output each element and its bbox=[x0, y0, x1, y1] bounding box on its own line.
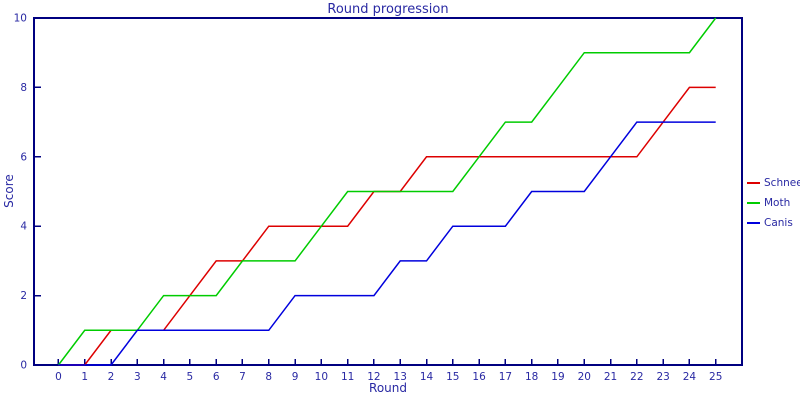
x-tick-label: 21 bbox=[604, 371, 617, 383]
series-line-canis bbox=[58, 121, 716, 366]
x-tick-label: 22 bbox=[630, 371, 643, 383]
x-tick-label: 25 bbox=[709, 371, 722, 383]
legend-item-moth: Moth bbox=[747, 193, 800, 213]
x-tick-label: 15 bbox=[446, 371, 459, 383]
x-tick-label: 24 bbox=[683, 371, 697, 383]
legend-label-schnee: Schnee bbox=[764, 177, 800, 189]
x-tick-label: 9 bbox=[292, 371, 299, 383]
x-tick-label: 17 bbox=[499, 371, 512, 383]
y-tick-label: 6 bbox=[20, 151, 27, 163]
x-tick-label: 1 bbox=[81, 371, 88, 383]
legend-item-schnee: Schnee bbox=[747, 173, 800, 193]
x-tick-label: 6 bbox=[213, 371, 220, 383]
x-tick-label: 3 bbox=[134, 371, 141, 383]
legend-swatch-moth bbox=[747, 202, 760, 204]
x-tick-label: 0 bbox=[55, 371, 62, 383]
x-tick-label: 23 bbox=[656, 371, 669, 383]
y-tick-label: 10 bbox=[14, 13, 27, 25]
y-tick-label: 4 bbox=[20, 221, 27, 233]
x-tick-label: 10 bbox=[315, 371, 328, 383]
chart-title: Round progression bbox=[327, 2, 449, 17]
x-tick-label: 18 bbox=[525, 371, 538, 383]
y-tick-label: 2 bbox=[20, 290, 27, 302]
series-line-moth bbox=[57, 17, 717, 366]
x-tick-label: 20 bbox=[578, 371, 591, 383]
x-tick-label: 7 bbox=[239, 371, 246, 383]
x-tick-label: 13 bbox=[394, 371, 407, 383]
x-tick-label: 11 bbox=[341, 371, 354, 383]
x-tick-label: 5 bbox=[187, 371, 194, 383]
x-tick-label: 8 bbox=[265, 371, 272, 383]
x-tick-label: 2 bbox=[108, 371, 115, 383]
x-tick-label: 16 bbox=[472, 371, 486, 383]
legend: Schnee Moth Canis bbox=[747, 173, 800, 233]
series-line-schnee bbox=[58, 86, 716, 366]
plot-border bbox=[33, 17, 743, 366]
legend-swatch-canis bbox=[747, 222, 760, 224]
legend-swatch-schnee bbox=[747, 182, 760, 184]
y-tick-label: 0 bbox=[20, 360, 27, 372]
legend-item-canis: Canis bbox=[747, 213, 800, 233]
legend-label-canis: Canis bbox=[764, 217, 793, 229]
legend-label-moth: Moth bbox=[764, 197, 791, 209]
x-tick-label: 12 bbox=[367, 371, 380, 383]
x-axis-label: Round bbox=[369, 381, 407, 395]
y-tick-label: 8 bbox=[20, 82, 27, 94]
x-tick-label: 4 bbox=[160, 371, 167, 383]
x-tick-label: 19 bbox=[551, 371, 564, 383]
x-tick-label: 14 bbox=[420, 371, 434, 383]
